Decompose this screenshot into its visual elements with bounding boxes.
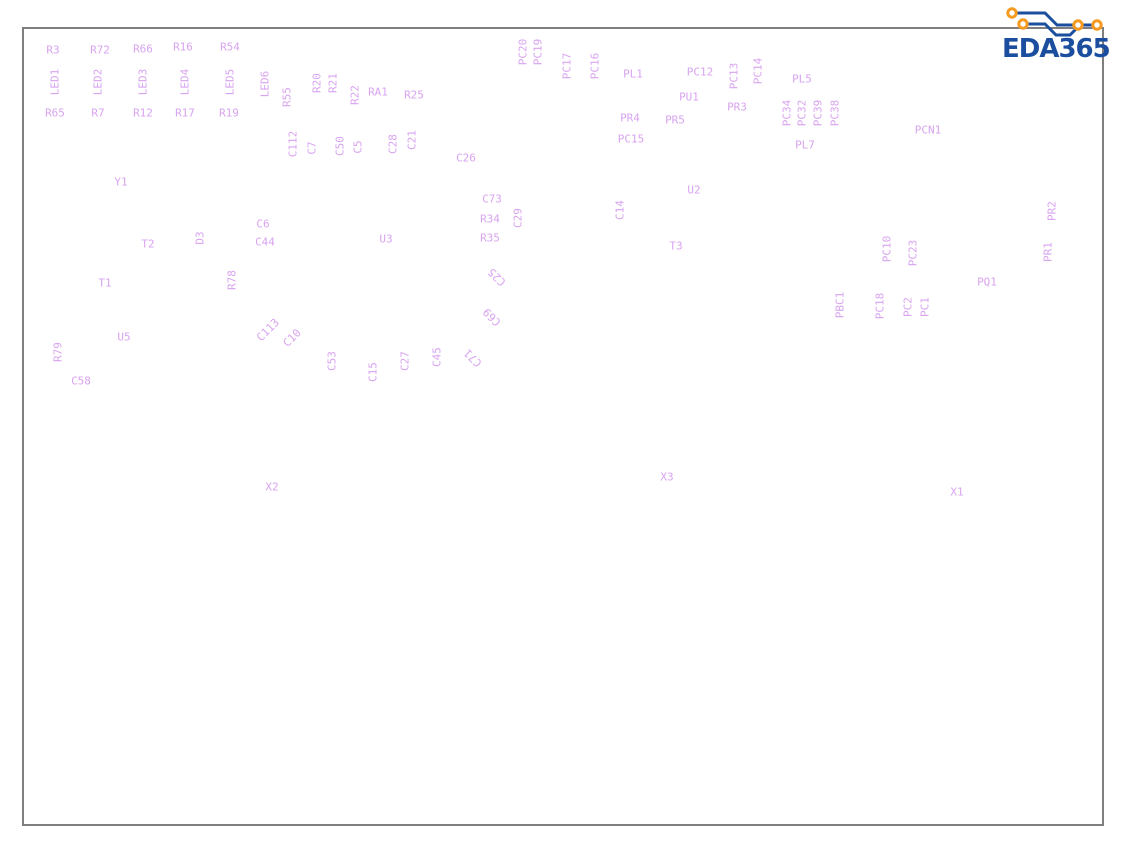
ref-designator-c15: C15 — [366, 362, 380, 382]
ref-designator-c113: C113 — [254, 316, 282, 344]
ref-designator-r16: R16 — [173, 40, 193, 54]
circuit-trace-icon — [1006, 7, 1103, 37]
ref-designator-t2: T2 — [141, 237, 155, 251]
ref-designator-pc38: PC38 — [828, 99, 842, 127]
ref-designator-pc39: PC39 — [811, 99, 825, 127]
ref-designator-pc10: PC10 — [880, 235, 894, 263]
ref-designator-c45: C45 — [430, 347, 444, 367]
ref-designator-pu1: PU1 — [679, 90, 699, 104]
ref-designator-c73: C73 — [482, 192, 502, 206]
ref-designator-c7: C7 — [305, 141, 319, 155]
ref-designator-pq1: PQ1 — [977, 275, 997, 289]
ref-designator-pc32: PC32 — [795, 99, 809, 127]
ref-designator-r54: R54 — [220, 40, 240, 54]
ref-designator-t3: T3 — [669, 239, 683, 253]
ref-designator-led6: LED6 — [258, 70, 272, 98]
ref-designator-r78: R78 — [225, 270, 239, 290]
ref-designator-u2: U2 — [687, 183, 701, 197]
ref-designator-r22: R22 — [348, 85, 362, 105]
ref-designator-pc14: PC14 — [751, 57, 765, 85]
ref-designator-pr1: PR1 — [1041, 242, 1055, 262]
ref-designator-c10: C10 — [280, 326, 304, 350]
ref-designator-pl1: PL1 — [623, 67, 643, 81]
ref-designator-r72: R72 — [90, 43, 110, 57]
ref-designator-c5: C5 — [351, 140, 365, 154]
ref-designator-pc2: PC2 — [901, 297, 915, 317]
ref-designator-r35: R35 — [480, 231, 500, 245]
ref-designator-r19: R19 — [219, 106, 239, 120]
ref-designator-pc20: PC20 — [516, 38, 530, 66]
ref-designator-led3: LED3 — [136, 68, 150, 96]
ref-designator-pl7: PL7 — [795, 138, 815, 152]
ref-designator-r17: R17 — [175, 106, 195, 120]
ref-designator-led4: LED4 — [178, 68, 192, 96]
ref-designator-u3: U3 — [379, 232, 393, 246]
ref-designator-led5: LED5 — [223, 68, 237, 96]
ref-designator-pc12: PC12 — [686, 65, 714, 79]
ref-designator-c28: C28 — [386, 134, 400, 154]
ref-designator-d3: D3 — [193, 231, 207, 245]
ref-designator-r55: R55 — [280, 87, 294, 107]
ref-designator-pr4: PR4 — [620, 111, 640, 125]
ref-designator-r66: R66 — [133, 42, 153, 56]
ref-designator-c58: C58 — [71, 374, 91, 388]
ref-designator-pbc1: PBC1 — [833, 291, 847, 319]
ref-designator-x2: X2 — [265, 480, 279, 494]
ref-designator-c69: C69 — [480, 305, 504, 329]
ref-designator-r20: R20 — [310, 73, 324, 93]
ref-designator-pcn1: PCN1 — [914, 123, 942, 137]
ref-designator-c71: C71 — [461, 346, 485, 370]
ref-designator-r25: R25 — [404, 88, 424, 102]
ref-designator-r12: R12 — [133, 106, 153, 120]
logo-wordmark: EDA365 — [1002, 34, 1111, 64]
ref-designator-pl5: PL5 — [792, 72, 812, 86]
ref-designator-y1: Y1 — [114, 175, 128, 189]
ref-designator-u5: U5 — [117, 330, 131, 344]
ref-designator-c53: C53 — [325, 351, 339, 371]
eda365-logo: EDA365 — [996, 2, 1131, 66]
ref-designator-c14: C14 — [613, 200, 627, 220]
ref-designator-ra1: RA1 — [368, 85, 388, 99]
ref-designator-x3: X3 — [660, 470, 674, 484]
ref-designator-c29: C29 — [511, 208, 525, 228]
ref-designator-c50: C50 — [333, 136, 347, 156]
ref-designator-pc1: PC1 — [918, 297, 932, 317]
ref-designator-led1: LED1 — [48, 68, 62, 96]
ref-designator-c6: C6 — [256, 217, 270, 231]
ref-designator-led2: LED2 — [91, 68, 105, 96]
ref-designator-r34: R34 — [480, 212, 500, 226]
ref-designator-r3: R3 — [46, 43, 60, 57]
ref-designator-c44: C44 — [255, 235, 275, 249]
ref-designator-r65: R65 — [45, 106, 65, 120]
ref-designator-pc16: PC16 — [588, 52, 602, 80]
ref-designator-pr2: PR2 — [1045, 201, 1059, 221]
ref-designator-pc13: PC13 — [727, 62, 741, 90]
ref-designator-c21: C21 — [405, 130, 419, 150]
ref-designator-pr3: PR3 — [727, 100, 747, 114]
ref-designator-x1: X1 — [950, 485, 964, 499]
ref-designator-r79: R79 — [51, 342, 65, 362]
ref-designator-pc15: PC15 — [617, 132, 645, 146]
ref-designator-pc34: PC34 — [780, 99, 794, 127]
ref-designator-pc19: PC19 — [531, 38, 545, 66]
ref-designator-c26: C26 — [456, 151, 476, 165]
ref-designator-r7: R7 — [91, 106, 105, 120]
ref-designator-pc17: PC17 — [560, 52, 574, 80]
board-outline — [22, 27, 1104, 826]
ref-designator-pc18: PC18 — [873, 292, 887, 320]
ref-designator-pr5: PR5 — [665, 113, 685, 127]
ref-designator-c25: C25 — [485, 265, 509, 289]
ref-designator-c27: C27 — [398, 351, 412, 371]
ref-designator-t1: T1 — [98, 276, 112, 290]
ref-designator-r21: R21 — [326, 73, 340, 93]
ref-designator-pc23: PC23 — [906, 239, 920, 267]
ref-designator-c112: C112 — [286, 130, 300, 158]
